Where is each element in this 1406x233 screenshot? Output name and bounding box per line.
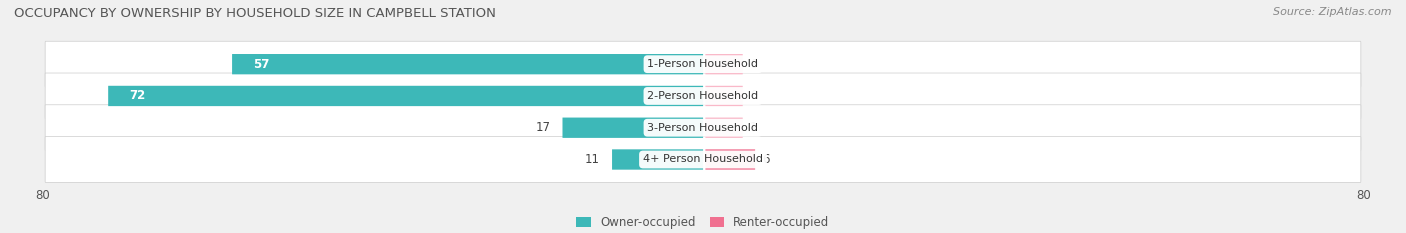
FancyBboxPatch shape <box>706 54 742 74</box>
Text: 3-Person Household: 3-Person Household <box>648 123 758 133</box>
Text: Source: ZipAtlas.com: Source: ZipAtlas.com <box>1274 7 1392 17</box>
Text: 2-Person Household: 2-Person Household <box>647 91 759 101</box>
Text: 72: 72 <box>129 89 145 103</box>
FancyBboxPatch shape <box>706 149 755 170</box>
FancyBboxPatch shape <box>562 118 703 138</box>
FancyBboxPatch shape <box>108 86 703 106</box>
Text: 1-Person Household: 1-Person Household <box>648 59 758 69</box>
FancyBboxPatch shape <box>706 118 742 138</box>
FancyBboxPatch shape <box>45 73 1361 119</box>
Text: OCCUPANCY BY OWNERSHIP BY HOUSEHOLD SIZE IN CAMPBELL STATION: OCCUPANCY BY OWNERSHIP BY HOUSEHOLD SIZE… <box>14 7 496 20</box>
Text: 17: 17 <box>536 121 550 134</box>
FancyBboxPatch shape <box>706 86 742 106</box>
Text: 0: 0 <box>749 58 758 71</box>
Text: 6: 6 <box>762 153 770 166</box>
FancyBboxPatch shape <box>232 54 703 74</box>
FancyBboxPatch shape <box>45 137 1361 182</box>
Text: 1: 1 <box>749 121 758 134</box>
Legend: Owner-occupied, Renter-occupied: Owner-occupied, Renter-occupied <box>576 216 830 229</box>
Text: 0: 0 <box>749 89 758 103</box>
Text: 11: 11 <box>585 153 600 166</box>
FancyBboxPatch shape <box>612 149 703 170</box>
FancyBboxPatch shape <box>45 41 1361 87</box>
Text: 4+ Person Household: 4+ Person Household <box>643 154 763 164</box>
Text: 57: 57 <box>253 58 269 71</box>
FancyBboxPatch shape <box>45 105 1361 151</box>
